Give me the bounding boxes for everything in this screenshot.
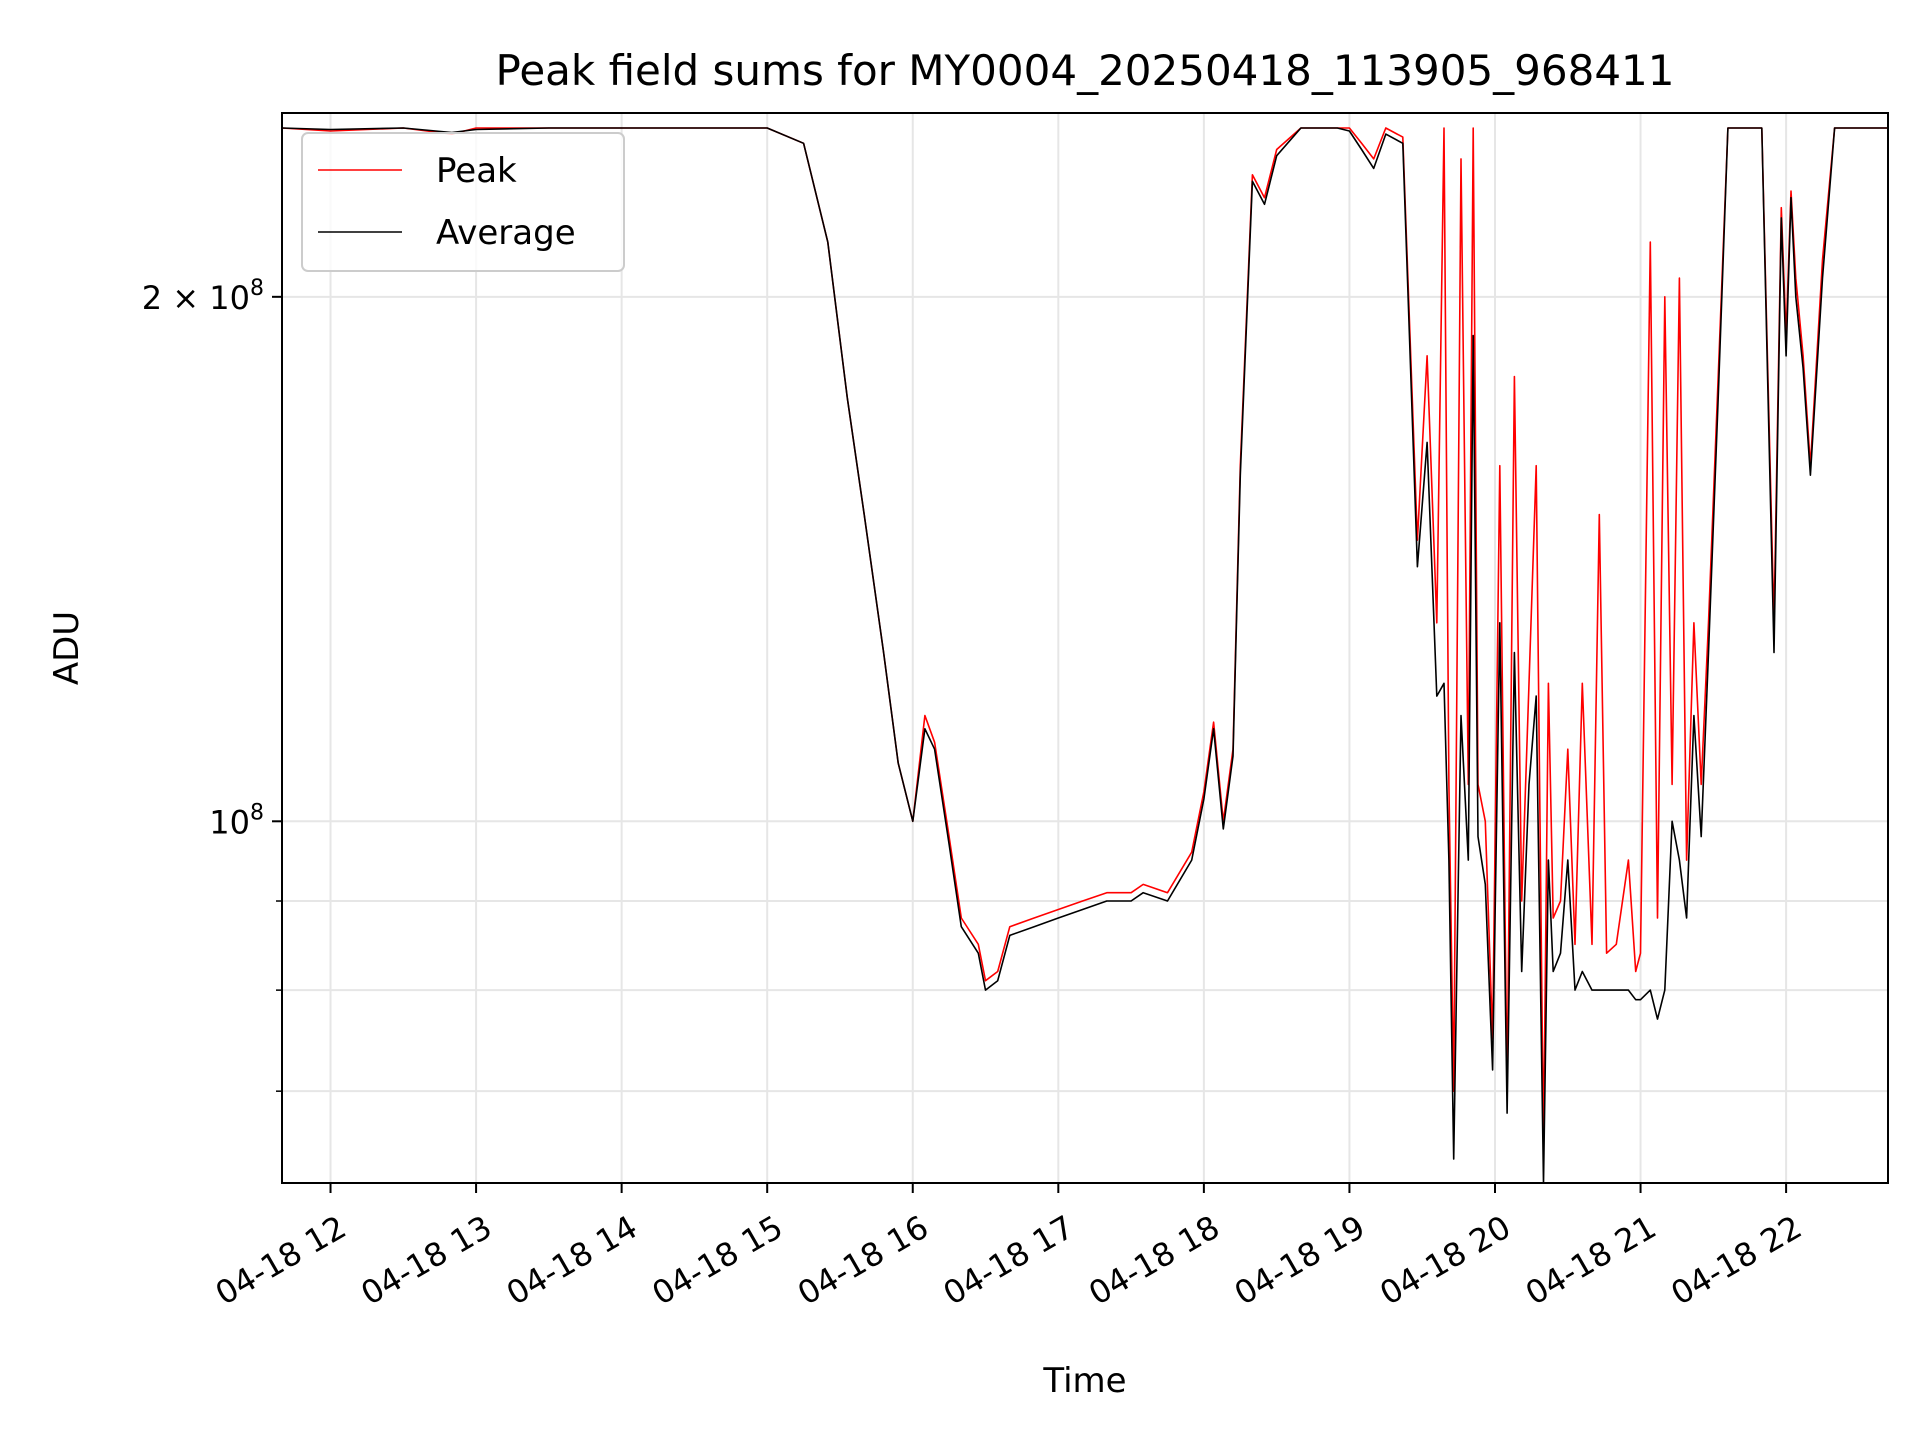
- series-line-peak: [281, 127, 1888, 1148]
- y-axis-label: ADU: [47, 611, 87, 685]
- plot-area: [282, 113, 1888, 1183]
- grid: [282, 113, 1888, 1183]
- series-line-average: [281, 127, 1888, 1184]
- legend-label-peak: Peak: [436, 151, 517, 191]
- legend-box: [301, 132, 625, 272]
- y-tick-label: 2 × 108: [142, 276, 264, 317]
- legend-label-average: Average: [436, 213, 576, 253]
- series-layer: [281, 127, 1888, 1184]
- plot-frame: [281, 112, 1889, 1184]
- y-axis-ticks: 108 2 × 108: [142, 276, 282, 1092]
- chart-title: Peak field sums for MY0004_20250418_1139…: [495, 46, 1674, 95]
- legend: Peak Average: [301, 132, 625, 272]
- y-tick-label: 108: [209, 800, 264, 841]
- x-axis-label: Time: [1042, 1361, 1126, 1401]
